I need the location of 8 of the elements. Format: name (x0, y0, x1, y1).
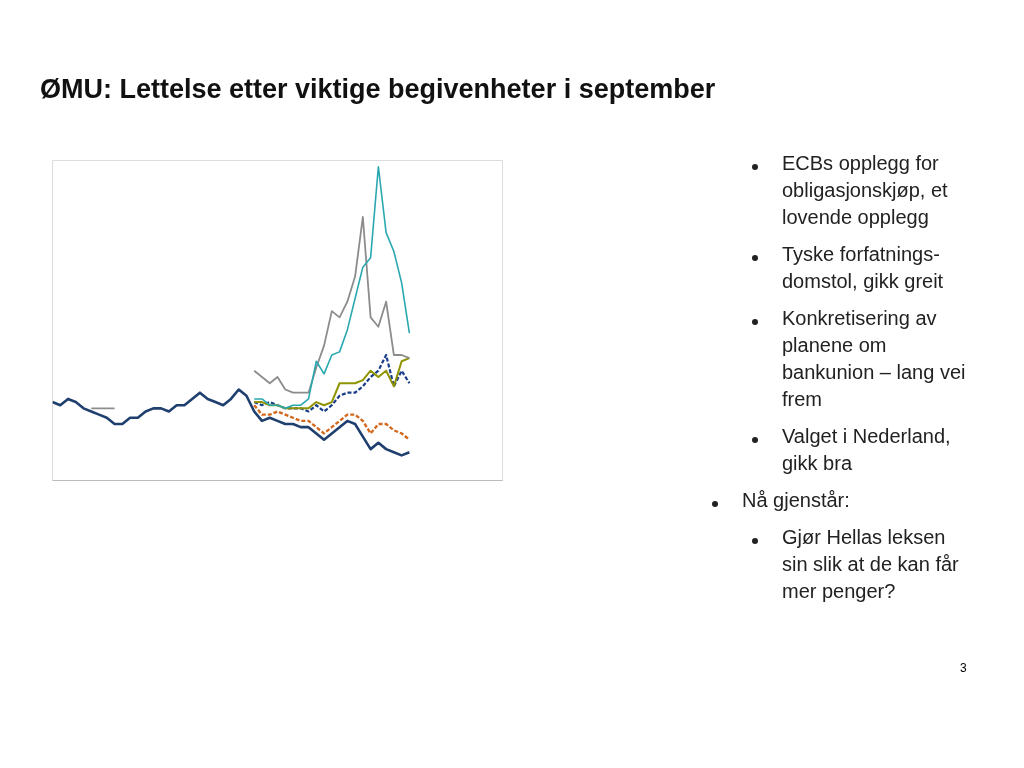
text: Tyske forfatnings-domstol, gikk greit (782, 242, 945, 294)
text: Nå gjenstår: (742, 488, 851, 513)
text: Valget i Nederland, gikk bra (782, 424, 952, 476)
text: Konkretisering av planene om bankunion – lang vei frem (782, 306, 967, 412)
text: 3 (960, 661, 967, 675)
text: ECBs opplegg for obligasjonskjøp, et lovende opplegg (782, 151, 949, 230)
text: Gjør Hellas leksen sin slik at de kan får mer penger? (782, 525, 960, 604)
chart-title: ØMU: Lettelse etter viktige begivenheter i september (40, 73, 716, 106)
